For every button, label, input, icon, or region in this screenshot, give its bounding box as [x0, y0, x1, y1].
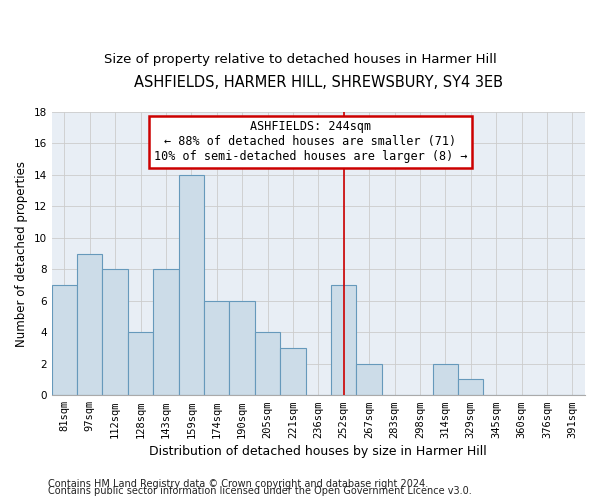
Text: Contains public sector information licensed under the Open Government Licence v3: Contains public sector information licen… [48, 486, 472, 496]
Bar [433, 364, 458, 395]
Y-axis label: Number of detached properties: Number of detached properties [15, 160, 28, 346]
Bar [153, 270, 179, 395]
Bar [356, 364, 382, 395]
Bar [179, 175, 204, 395]
Bar [255, 332, 280, 395]
Bar [229, 301, 255, 395]
Bar [103, 270, 128, 395]
Text: Contains HM Land Registry data © Crown copyright and database right 2024.: Contains HM Land Registry data © Crown c… [48, 479, 428, 489]
X-axis label: Distribution of detached houses by size in Harmer Hill: Distribution of detached houses by size … [149, 444, 487, 458]
Bar [128, 332, 153, 395]
Text: Size of property relative to detached houses in Harmer Hill: Size of property relative to detached ho… [104, 52, 496, 66]
Bar [52, 285, 77, 395]
Bar [204, 301, 229, 395]
Bar [77, 254, 103, 395]
Bar [458, 380, 484, 395]
Text: ASHFIELDS: 244sqm
← 88% of detached houses are smaller (71)
10% of semi-detached: ASHFIELDS: 244sqm ← 88% of detached hous… [154, 120, 467, 164]
Title: ASHFIELDS, HARMER HILL, SHREWSBURY, SY4 3EB: ASHFIELDS, HARMER HILL, SHREWSBURY, SY4 … [134, 75, 503, 90]
Bar [331, 285, 356, 395]
Bar [280, 348, 305, 395]
